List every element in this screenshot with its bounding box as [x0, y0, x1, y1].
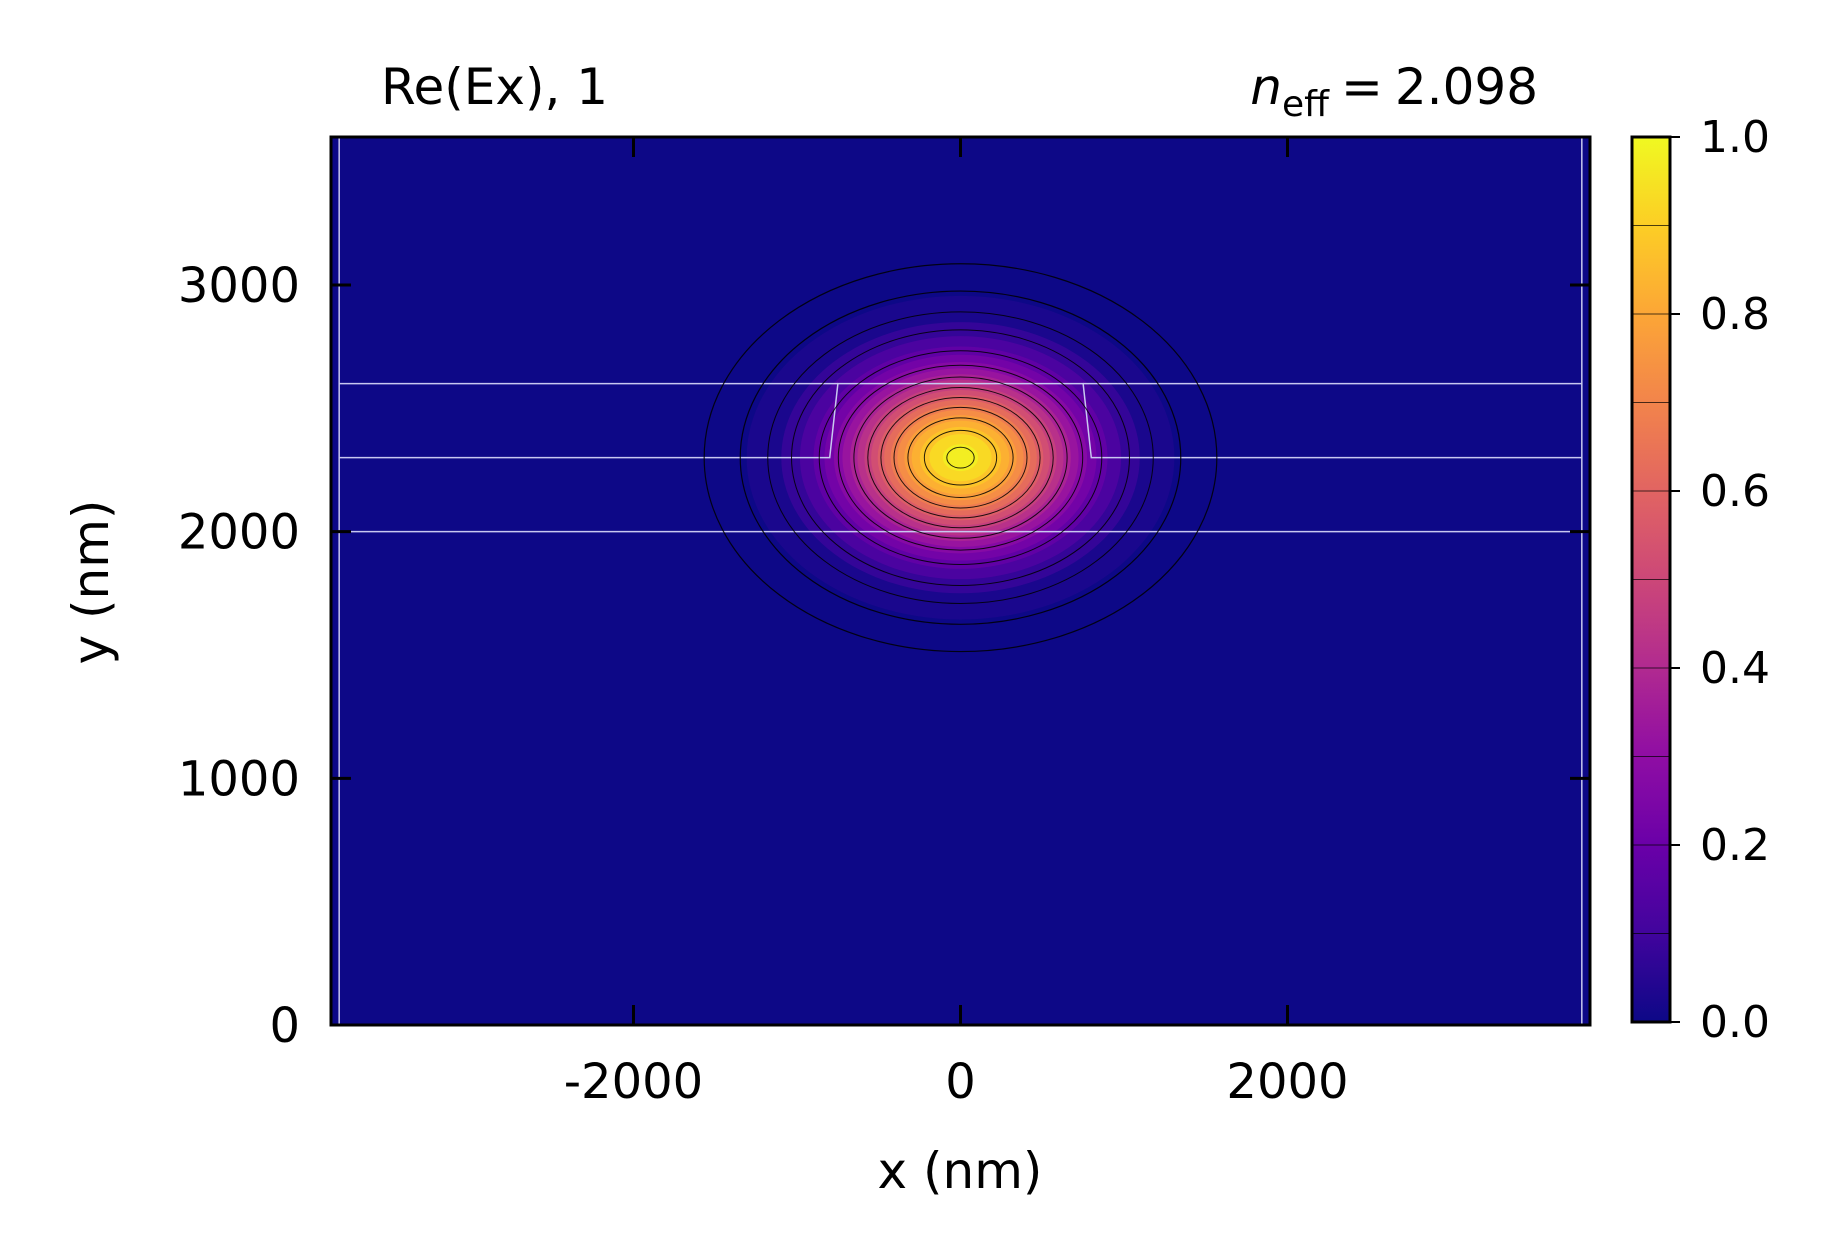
y-tick-label: 0 [269, 998, 300, 1054]
contour-line [837, 364, 1084, 551]
colorbar-ticks: 0.0 0.2 0.4 0.6 0.8 1.0 [1670, 112, 1770, 1048]
neff-annotation: neff = 2.098 [1250, 58, 1538, 125]
neff-operator: = [1341, 58, 1383, 116]
y-tick-labels: 0 1000 2000 3000 [178, 258, 300, 1054]
colorbar-tick-label: 0.0 [1700, 997, 1770, 1048]
x-tick-label: -2000 [564, 1054, 703, 1110]
y-tick-label: 2000 [178, 505, 300, 561]
x-axis-label: x (nm) [878, 1142, 1043, 1200]
contour-line [923, 429, 998, 486]
plot-area [329, 135, 1592, 1027]
colorbar-tick-label: 0.2 [1700, 820, 1770, 871]
colorbar-tick-label: 1.0 [1700, 112, 1770, 163]
colorbar-tick-label: 0.8 [1700, 289, 1770, 340]
contour-line [880, 396, 1041, 519]
x-tick-labels: -2000 0 2000 [564, 1054, 1349, 1110]
contour-line [767, 311, 1154, 604]
colorbar-tick-label: 0.4 [1700, 643, 1770, 694]
y-tick-label: 3000 [178, 258, 300, 314]
contour-line [893, 406, 1028, 509]
neff-symbol: n [1250, 58, 1282, 116]
field-contours [703, 263, 1218, 653]
contour-line [867, 387, 1054, 529]
colorbar-frame [1630, 135, 1672, 1024]
contour-line [853, 376, 1068, 539]
contour-line [739, 290, 1182, 625]
contour-line [791, 329, 1130, 587]
contour-line [946, 446, 975, 469]
x-tick-label: 0 [945, 1054, 976, 1110]
colorbar-level-lines [1632, 225, 1670, 934]
colorbar: 0.0 0.2 0.4 0.6 0.8 1.0 [1630, 112, 1770, 1048]
contour-line [818, 350, 1103, 566]
heatmap-band [942, 444, 979, 472]
rib-outline [339, 382, 1582, 459]
contour-line [907, 417, 1014, 498]
y-axis-label: y (nm) [62, 500, 120, 665]
axis-ticks [331, 137, 1590, 1027]
colorbar-tick-label: 0.6 [1700, 466, 1770, 517]
x-tick-label: 2000 [1226, 1054, 1348, 1110]
field-heatmap [746, 295, 1175, 620]
contour-line [703, 263, 1218, 653]
neff-subscript: eff [1282, 84, 1330, 125]
y-tick-label: 1000 [178, 751, 300, 807]
neff-value: 2.098 [1395, 58, 1538, 116]
chart-title: Re(Ex), 1 [381, 58, 608, 116]
